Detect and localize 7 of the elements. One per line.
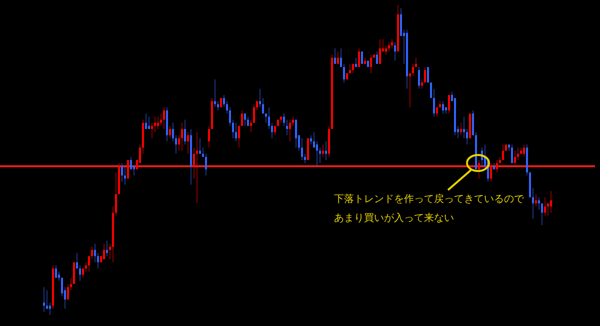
annotation: あまり買いが入って来ない	[334, 212, 455, 226]
candlestick	[127, 160, 129, 180]
annotation: 下落トレンドを作って戻ってきているので	[334, 192, 524, 207]
candlestick	[427, 67, 429, 82]
candlestick	[430, 82, 432, 98]
candlestick	[220, 98, 222, 108]
candlestick	[361, 51, 363, 64]
